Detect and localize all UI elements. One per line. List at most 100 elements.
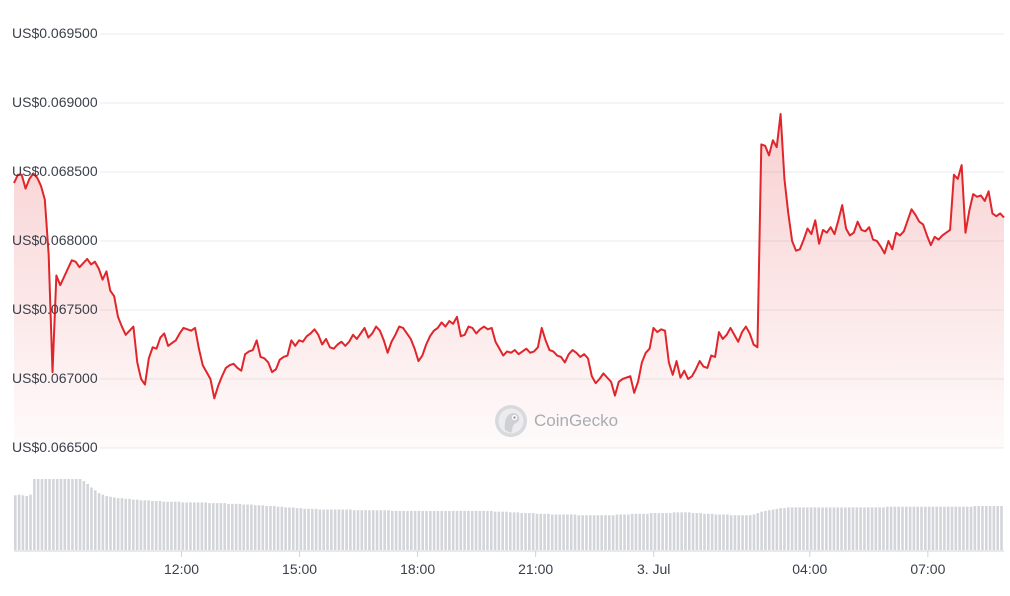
volume-bar [707, 513, 710, 550]
volume-bar [451, 510, 455, 550]
volume-bar [596, 515, 600, 550]
volume-bar [474, 510, 478, 550]
price-line [13, 113, 1005, 400]
volume-bar [920, 506, 923, 550]
volume-bar [604, 515, 607, 550]
volume-bar [128, 498, 131, 550]
volume-bar [299, 508, 303, 550]
volume-bar [813, 507, 817, 550]
volume-bar [341, 509, 345, 550]
coingecko-gecko-icon [495, 405, 527, 437]
x-tick-label: 3. Jul [636, 561, 671, 577]
y-tick-label: US$0.069500 [12, 25, 98, 41]
volume-bar [109, 496, 112, 550]
volume-bar [703, 513, 706, 550]
volume-bar [878, 507, 881, 550]
volume-bar [227, 503, 230, 550]
volume-bar [219, 503, 223, 550]
volume-bar [14, 495, 17, 550]
volume-bar [806, 507, 809, 550]
volume-bar [885, 506, 889, 550]
x-tick-label: 12:00 [164, 561, 200, 577]
volume-bar [383, 510, 386, 550]
volume-bar [600, 515, 603, 550]
volume-bar [333, 509, 337, 550]
volume-bar [55, 479, 59, 550]
volume-bar [946, 506, 950, 550]
volume-bar [908, 506, 912, 550]
volume-bar [882, 507, 885, 550]
volume-bar [90, 487, 93, 550]
volume-bar [859, 507, 862, 550]
volume-bar [863, 507, 866, 550]
volume-bar [821, 507, 824, 550]
volume-bar [82, 481, 86, 550]
volume-bar [295, 508, 299, 550]
volume-bar [718, 514, 722, 550]
volume-bar [398, 510, 402, 550]
volume-bar [52, 479, 55, 550]
volume-bar [337, 509, 341, 550]
y-tick-label: US$0.069000 [12, 94, 98, 110]
volume-bar [189, 502, 192, 550]
volume-bar [173, 501, 177, 550]
x-tick-label: 04:00 [792, 561, 828, 577]
volume-bar [257, 505, 261, 550]
volume-bar [322, 509, 326, 550]
volume-bar [470, 510, 474, 550]
volume-bar [371, 510, 375, 550]
volume-bar [889, 506, 893, 550]
volume-bar [86, 483, 89, 550]
volume-bar [844, 507, 847, 550]
price-area [13, 113, 1005, 448]
volume-bar [166, 501, 169, 550]
volume-bar [581, 515, 584, 550]
volume-bar [924, 506, 927, 550]
volume-bar [147, 500, 150, 550]
volume-bar [562, 514, 565, 550]
x-tick-label: 21:00 [518, 561, 554, 577]
volume-bar [74, 479, 78, 550]
volume-bar [558, 514, 562, 550]
volume-bar [390, 510, 394, 550]
volume-bar [771, 509, 775, 550]
volume-bar [680, 512, 683, 550]
volume-bar [170, 501, 173, 550]
volume-bar [132, 499, 135, 550]
volume-bar [954, 506, 958, 550]
volume-bar [501, 511, 504, 550]
volume-bar [760, 511, 763, 550]
volume-bar [410, 510, 413, 550]
volume-bar [223, 503, 227, 550]
volume-bar [375, 510, 379, 550]
volume-bar [939, 506, 942, 550]
volume-bar [265, 505, 268, 550]
volume-bar [448, 510, 451, 550]
volume-bar [573, 514, 577, 550]
volume-bar [642, 513, 645, 550]
volume-bars [14, 479, 1003, 550]
volume-bar [969, 506, 973, 550]
volume-bar [280, 506, 284, 550]
volume-bar [67, 479, 70, 550]
volume-bar [699, 513, 702, 550]
y-tick-label: US$0.067500 [12, 301, 98, 317]
price-area-fill [14, 114, 1004, 448]
volume-bar [912, 506, 916, 550]
volume-bar [916, 506, 920, 550]
y-tick-label: US$0.068500 [12, 163, 98, 179]
volume-bar [63, 479, 67, 550]
volume-bar [36, 479, 40, 550]
volume-bar [105, 496, 108, 550]
volume-bar [733, 515, 737, 550]
volume-bar [120, 498, 124, 550]
volume-bar [379, 510, 383, 550]
volume-bar [539, 513, 543, 550]
volume-bar [767, 510, 771, 550]
volume-bar [962, 506, 965, 550]
volume-bar [455, 510, 459, 550]
volume-bar [29, 494, 32, 550]
volume-bar [977, 505, 980, 550]
volume-bar [691, 513, 695, 550]
volume-bar [973, 505, 977, 550]
